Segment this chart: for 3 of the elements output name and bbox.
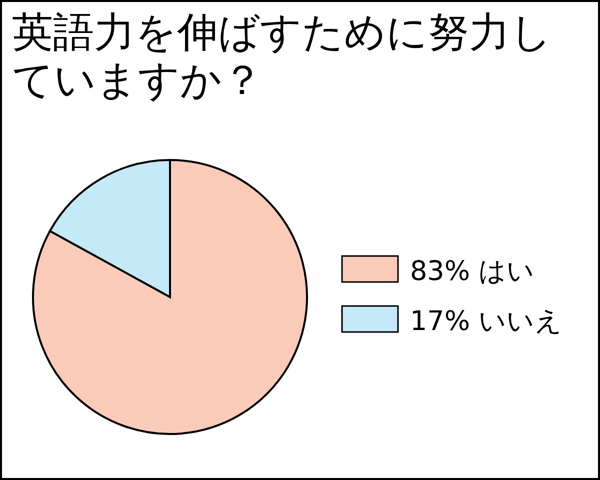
legend-label: 83% はい <box>410 256 535 287</box>
chart-title: 英語力を伸ばすために努力していますか？ <box>12 8 553 104</box>
legend-label: 17% いいえ <box>410 306 563 337</box>
